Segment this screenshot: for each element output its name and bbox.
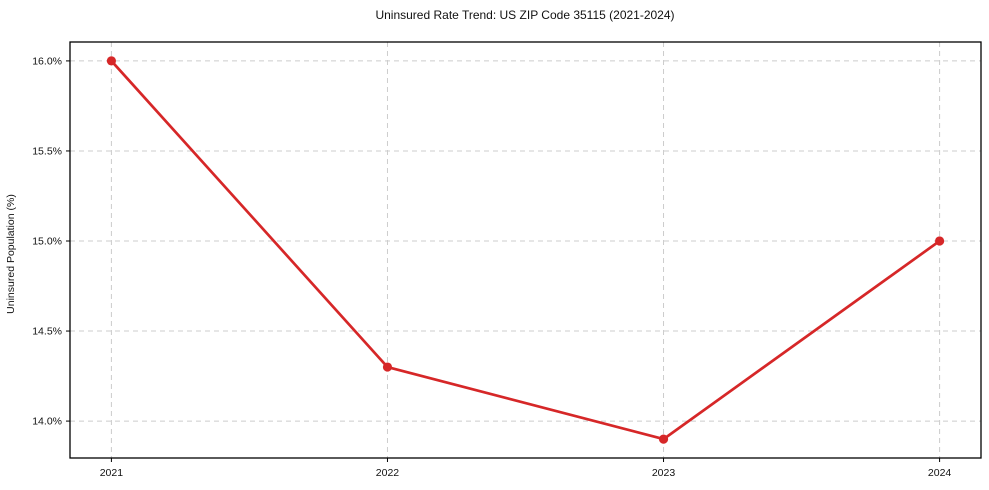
data-point xyxy=(658,434,669,444)
y-tick-label: 15.0% xyxy=(32,235,62,247)
gridlines-layer xyxy=(70,42,981,458)
x-tick-label: 2022 xyxy=(376,467,400,479)
data-point xyxy=(106,56,117,66)
axis-tick-labels-layer: 2021 2022 2023 2024 14.0% 14.5% 15.0% 15.5% 16.0… xyxy=(32,55,951,479)
y-tick-label: 14.0% xyxy=(32,416,62,428)
axis-ticks-layer xyxy=(66,60,941,462)
x-tick-label: 2023 xyxy=(652,467,676,479)
x-tick-label: 2021 xyxy=(100,467,124,479)
plot-border xyxy=(69,41,982,459)
y-tick-label: 14.5% xyxy=(32,326,62,338)
data-point xyxy=(934,236,945,246)
y-axis-label: Uninsured Population (%) xyxy=(5,194,17,314)
y-tick-label: 15.5% xyxy=(32,145,62,157)
data-series-layer xyxy=(106,56,945,444)
trend-line xyxy=(110,59,941,441)
y-tick-label: 16.0% xyxy=(32,55,62,67)
chart-title: Uninsured Rate Trend: US ZIP Code 35115 … xyxy=(375,8,674,22)
plot-border-layer xyxy=(69,41,982,459)
data-point xyxy=(382,362,393,372)
x-tick-label: 2024 xyxy=(928,467,952,479)
